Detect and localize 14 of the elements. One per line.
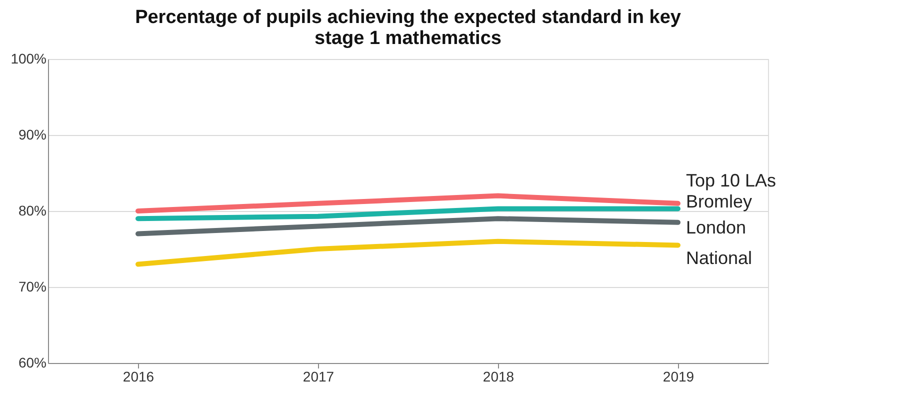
series-label: National — [686, 248, 752, 268]
y-tick-label: 90% — [18, 126, 46, 142]
x-tick-label: 2016 — [122, 368, 154, 384]
y-tick-label: 70% — [18, 278, 46, 294]
x-tick-label: 2018 — [482, 368, 514, 384]
series-label: London — [686, 217, 746, 238]
chart-title: Percentage of pupils achieving the expected standard in key stage 1 mathematics — [135, 7, 682, 49]
y-tick-label: 100% — [10, 50, 46, 66]
x-tick-label: 2019 — [662, 368, 694, 384]
x-tick-label: 2017 — [302, 368, 334, 384]
y-tick-label: 80% — [18, 202, 46, 218]
series-label: Bromley — [686, 192, 752, 212]
series-label: Top 10 LAs — [686, 170, 776, 190]
y-tick-label: 60% — [18, 354, 46, 370]
